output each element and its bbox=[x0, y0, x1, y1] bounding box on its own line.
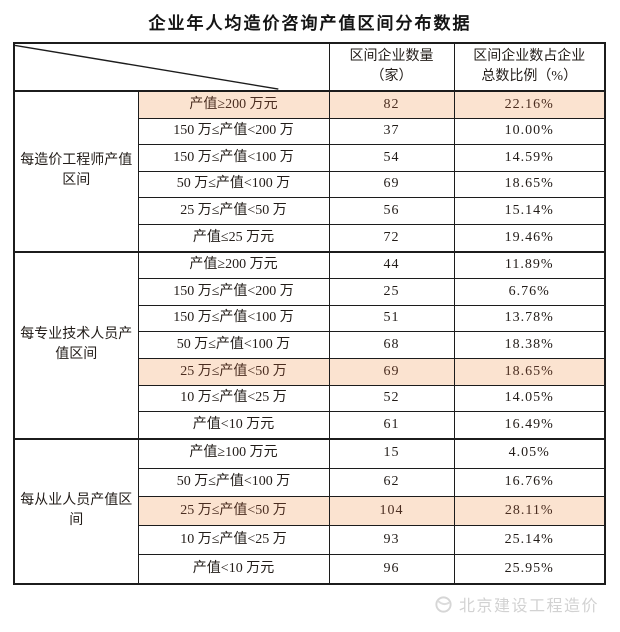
group-label: 每造价工程师产值区间 bbox=[13, 90, 139, 253]
count-cell: 62 bbox=[328, 467, 455, 498]
diagonal-header-cell bbox=[13, 42, 330, 92]
percent-cell: 15.14% bbox=[453, 197, 606, 225]
diagonal-line bbox=[15, 44, 329, 90]
range-cell: 150 万≤产值<200 万 bbox=[137, 278, 330, 306]
count-cell: 82 bbox=[328, 89, 455, 119]
percent-cell: 18.65% bbox=[453, 170, 606, 199]
publisher-logo-icon bbox=[435, 595, 452, 613]
percent-cell: 14.05% bbox=[453, 384, 606, 413]
table-row: 150 万≤产值<100 万 54 14.59% bbox=[14, 144, 606, 172]
count-cell: 54 bbox=[328, 144, 455, 172]
range-cell: 25 万≤产值<50 万 bbox=[137, 357, 330, 386]
table-row: 50 万≤产值<100 万 62 16.76% bbox=[14, 467, 606, 498]
count-cell: 93 bbox=[328, 525, 455, 555]
count-cell: 52 bbox=[328, 384, 455, 413]
percent-cell: 4.05% bbox=[453, 437, 606, 469]
table-row: 25 万≤产值<50 万 56 15.14% bbox=[14, 197, 606, 225]
column-header-count: 区间企业数量 （家） bbox=[328, 42, 455, 92]
range-cell: 10 万≤产值<25 万 bbox=[137, 384, 330, 413]
range-cell: 25 万≤产值<50 万 bbox=[137, 496, 330, 527]
column-header-percent: 区间企业数占企业 总数比例（%） bbox=[453, 42, 606, 92]
range-cell: 150 万≤产值<200 万 bbox=[137, 117, 330, 146]
percent-cell: 6.76% bbox=[453, 278, 606, 306]
percent-cell: 22.16% bbox=[453, 89, 606, 119]
table-header-row: 区间企业数量 （家） 区间企业数占企业 总数比例（%） bbox=[13, 42, 606, 92]
table-row: 150 万≤产值<100 万 51 13.78% bbox=[14, 304, 606, 333]
count-cell: 51 bbox=[328, 304, 455, 333]
range-cell: 50 万≤产值<100 万 bbox=[137, 467, 330, 498]
count-cell: 25 bbox=[328, 278, 455, 306]
table-row: 25 万≤产值<50 万 69 18.65% bbox=[14, 357, 606, 386]
range-cell: 产值≥200 万元 bbox=[137, 89, 330, 119]
range-cell: 25 万≤产值<50 万 bbox=[137, 197, 330, 225]
table-row: 每专业技术人员产值区间 产值≥200 万元 44 11.89% bbox=[13, 250, 606, 440]
table-row: 产值<10 万元 96 25.95% bbox=[14, 553, 606, 585]
range-cell: 产值≥100 万元 bbox=[137, 437, 330, 469]
range-cell: 150 万≤产值<100 万 bbox=[137, 304, 330, 333]
table-row: 150 万≤产值<200 万 37 10.00% bbox=[14, 117, 606, 146]
group-label: 每专业技术人员产值区间 bbox=[13, 250, 139, 440]
output-distribution-table: 区间企业数量 （家） 区间企业数占企业 总数比例（%） 每造价工程师产值区间 产… bbox=[13, 42, 606, 585]
percent-cell: 14.59% bbox=[453, 144, 606, 172]
range-cell: 10 万≤产值<25 万 bbox=[137, 525, 330, 555]
table-row: 10 万≤产值<25 万 93 25.14% bbox=[14, 525, 606, 555]
publisher-watermark: 北京建设工程造价 bbox=[434, 592, 599, 616]
count-cell: 68 bbox=[328, 331, 455, 359]
range-cell: 产值<10 万元 bbox=[137, 553, 330, 585]
table-row: 每从业人员产值区间 产值≥100 万元 15 4.05% bbox=[13, 437, 606, 585]
percent-cell: 18.65% bbox=[453, 357, 606, 386]
count-cell: 72 bbox=[328, 223, 455, 253]
group-label: 每从业人员产值区间 bbox=[13, 437, 139, 585]
percent-cell: 25.14% bbox=[453, 525, 606, 555]
range-cell: 产值<10 万元 bbox=[137, 411, 330, 440]
count-cell: 37 bbox=[328, 117, 455, 146]
range-cell: 150 万≤产值<100 万 bbox=[137, 144, 330, 172]
range-cell: 50 万≤产值<100 万 bbox=[137, 170, 330, 199]
count-cell: 104 bbox=[328, 496, 455, 527]
table-row: 产值<10 万元 61 16.49% bbox=[14, 411, 606, 440]
range-cell: 50 万≤产值<100 万 bbox=[137, 331, 330, 359]
table-row: 50 万≤产值<100 万 68 18.38% bbox=[14, 331, 606, 359]
percent-cell: 16.76% bbox=[453, 467, 606, 498]
count-cell: 61 bbox=[328, 411, 455, 440]
percent-cell: 19.46% bbox=[453, 223, 606, 253]
percent-cell: 28.11% bbox=[453, 496, 606, 527]
page-title: 企业年人均造价咨询产值区间分布数据 bbox=[148, 14, 472, 33]
percent-cell: 13.78% bbox=[453, 304, 606, 333]
table-row: 每造价工程师产值区间 产值≥200 万元 82 22.16% bbox=[13, 89, 606, 253]
range-cell: 产值≥200 万元 bbox=[137, 250, 330, 280]
percent-cell: 25.95% bbox=[453, 553, 606, 585]
range-cell: 产值≤25 万元 bbox=[137, 223, 330, 253]
count-cell: 15 bbox=[328, 437, 455, 469]
percent-cell: 18.38% bbox=[453, 331, 606, 359]
table-row: 50 万≤产值<100 万 69 18.65% bbox=[14, 170, 606, 199]
percent-cell: 11.89% bbox=[453, 250, 606, 280]
publisher-name: 北京建设工程造价 bbox=[458, 598, 599, 615]
count-cell: 69 bbox=[328, 170, 455, 199]
table-row: 产值≤25 万元 72 19.46% bbox=[14, 223, 606, 253]
percent-cell: 16.49% bbox=[453, 411, 606, 440]
count-cell: 96 bbox=[328, 553, 455, 585]
count-cell: 56 bbox=[328, 197, 455, 225]
percent-cell: 10.00% bbox=[453, 117, 606, 146]
count-cell: 44 bbox=[328, 250, 455, 280]
count-cell: 69 bbox=[328, 357, 455, 386]
